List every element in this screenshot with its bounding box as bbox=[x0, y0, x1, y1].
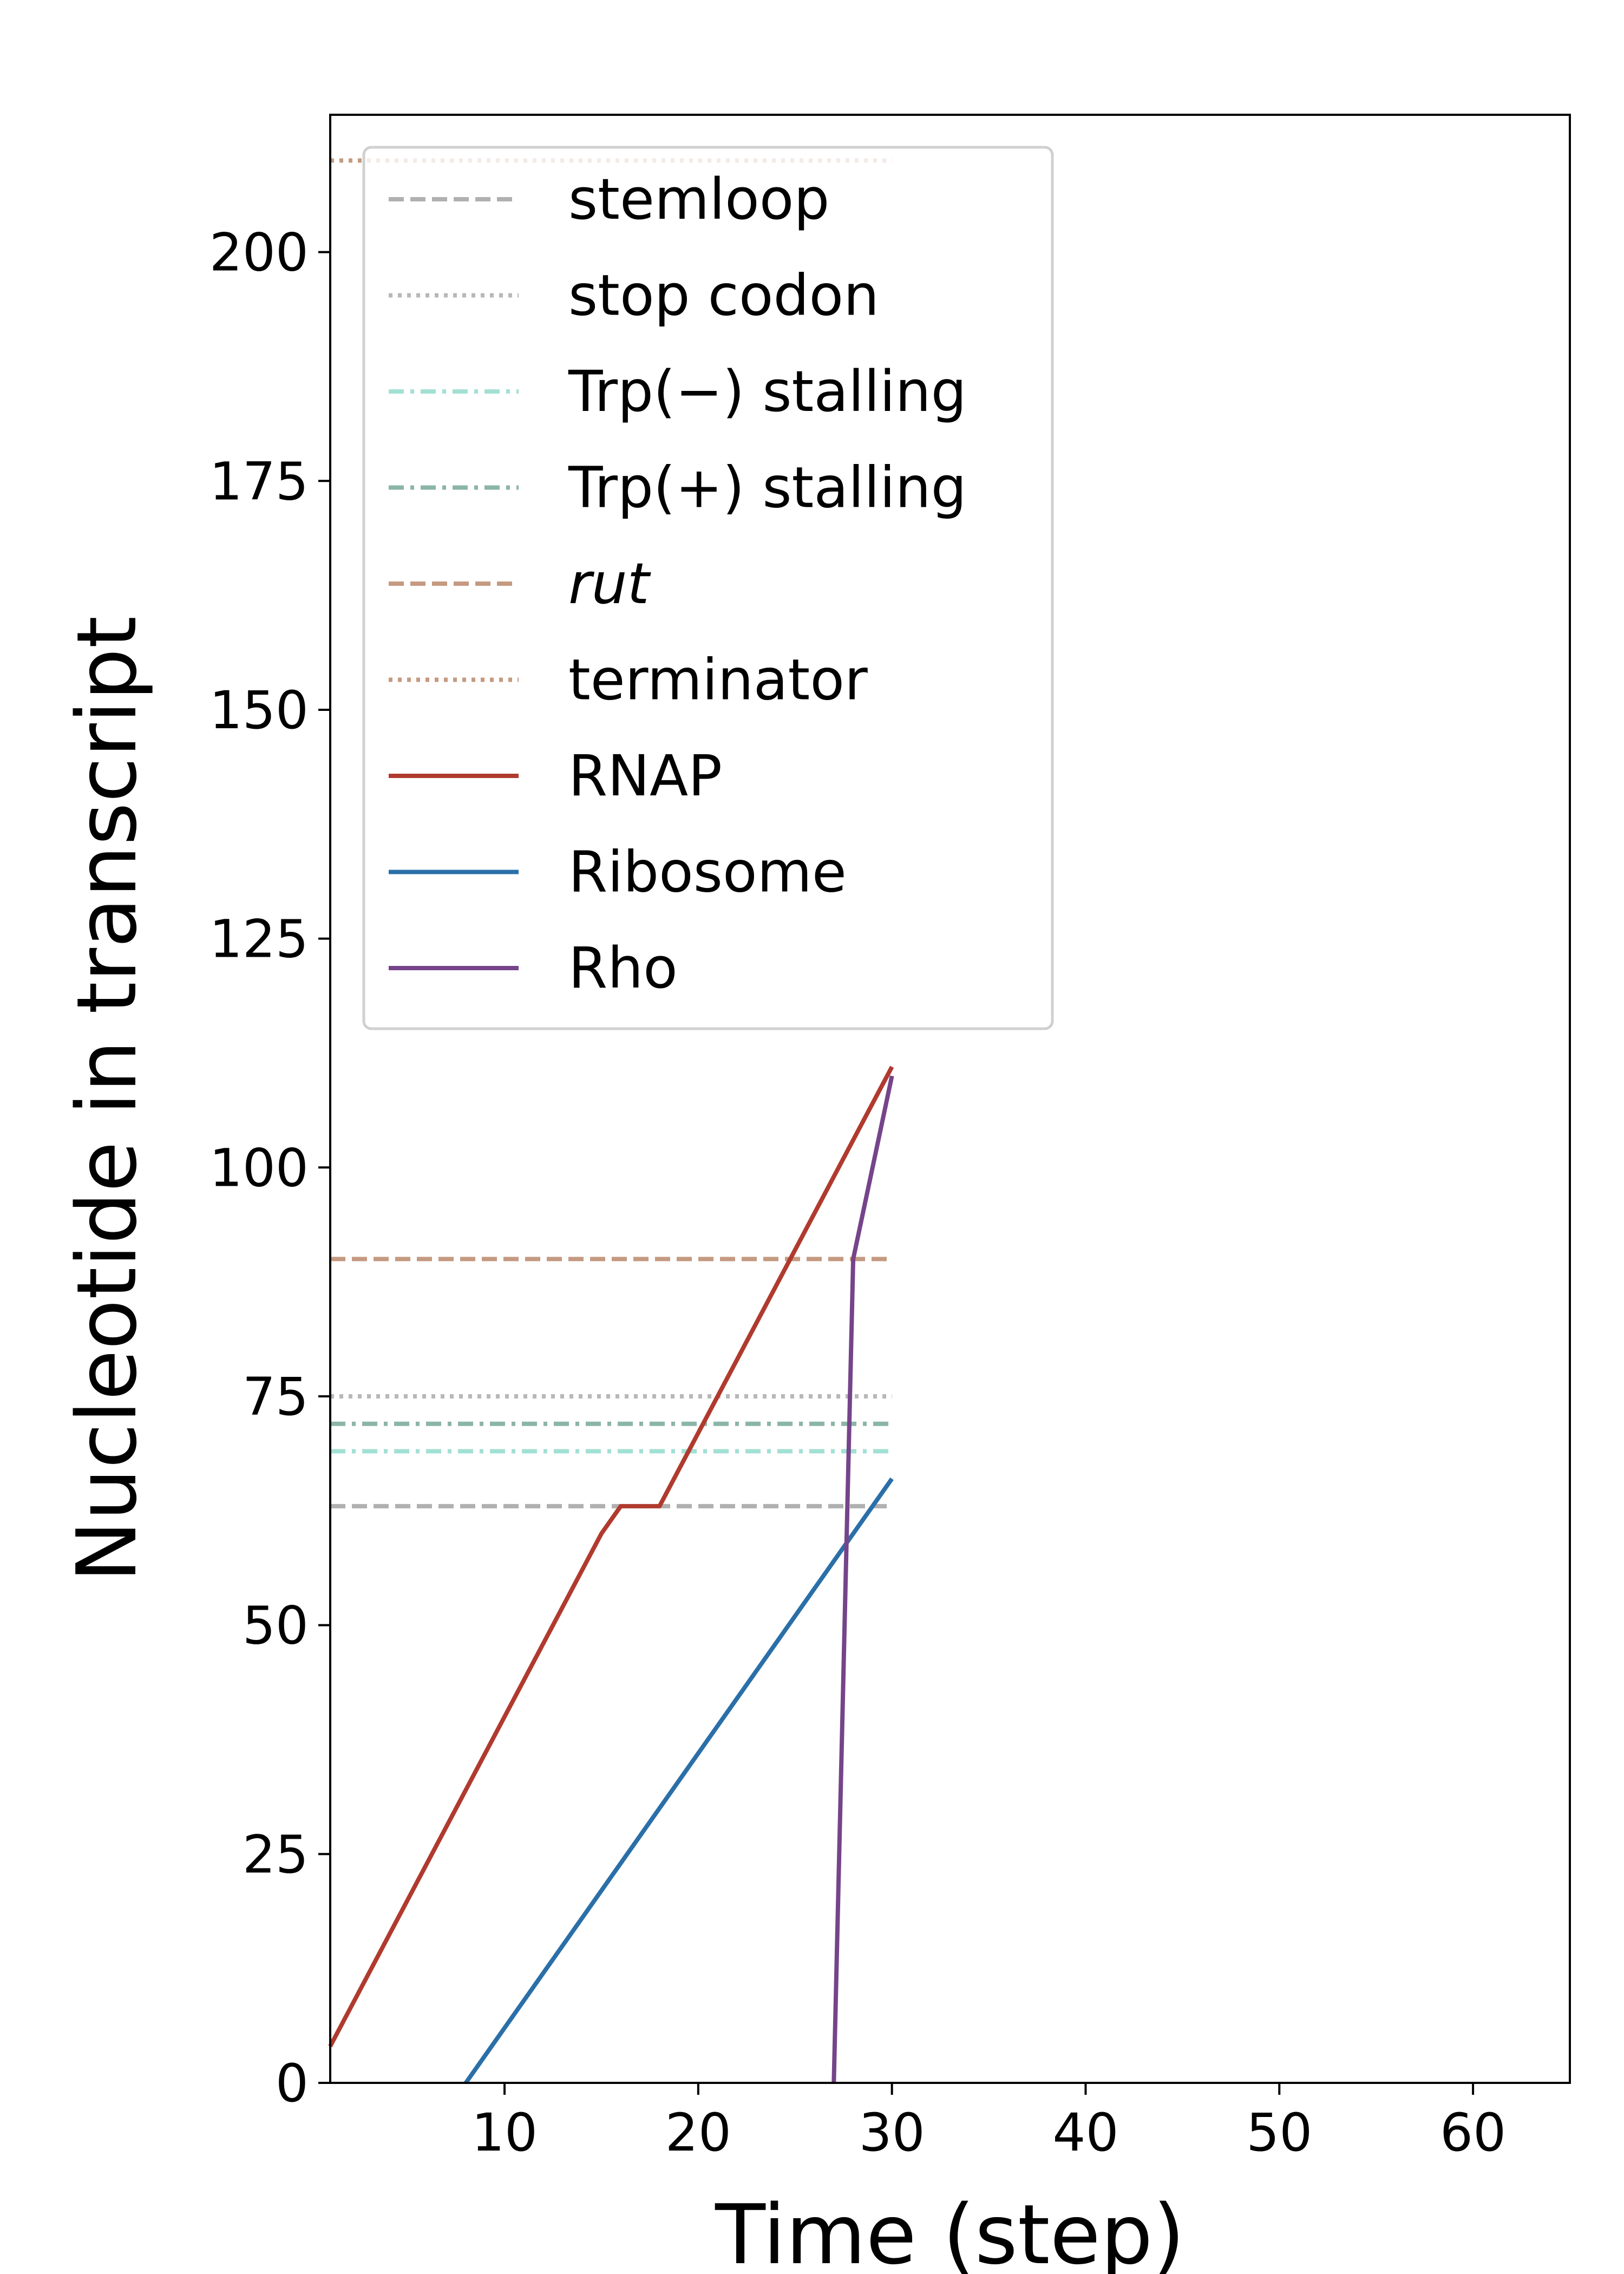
x-tick-label: 20 bbox=[665, 2102, 731, 2163]
x-tick-label: 30 bbox=[859, 2102, 925, 2163]
legend-label-trp-stalling: Trp(−) stalling bbox=[568, 358, 967, 424]
legend-label-ribosome: Ribosome bbox=[568, 839, 847, 905]
y-tick-label: 175 bbox=[209, 451, 309, 512]
legend-label-rnap: RNAP bbox=[568, 743, 722, 809]
series-line-rnap bbox=[328, 1066, 894, 2048]
series-lines bbox=[328, 1066, 894, 2084]
y-tick-label: 200 bbox=[209, 223, 309, 283]
series-line-ribosome bbox=[464, 1477, 894, 2084]
y-tick-label: 50 bbox=[243, 1596, 309, 1656]
y-tick-label: 150 bbox=[209, 680, 309, 741]
legend-box bbox=[362, 146, 1054, 1030]
y-tick-label: 0 bbox=[276, 2053, 309, 2114]
y-tick-label: 100 bbox=[209, 1138, 309, 1198]
legend-label-stop-codon: stop codon bbox=[568, 263, 879, 329]
legend-label-stemloop: stemloop bbox=[568, 166, 829, 232]
y-tick-label: 125 bbox=[209, 909, 309, 970]
y-axis-ticks: 0 25 50 75 100 125 150 175 200 bbox=[209, 223, 330, 2114]
x-axis-ticks: 10 20 30 40 50 60 bbox=[472, 2083, 1506, 2163]
x-tick-label: 40 bbox=[1052, 2102, 1118, 2163]
legend-label-rut: rut bbox=[568, 551, 651, 617]
plot-frame bbox=[329, 114, 1571, 2084]
x-tick-label: 50 bbox=[1246, 2102, 1312, 2163]
legend-label-rho: Rho bbox=[568, 935, 678, 1001]
x-tick-label: 60 bbox=[1440, 2102, 1506, 2163]
legend-label-trp-stalling: Trp(+) stalling bbox=[568, 455, 967, 521]
x-axis-label: Time (step) bbox=[715, 2187, 1185, 2274]
y-tick-label: 25 bbox=[243, 1824, 309, 1885]
legend-label-terminator: terminator bbox=[568, 647, 868, 713]
legend: stemloop stop codon Trp(−) stalling Trp(+) … bbox=[362, 146, 1054, 1030]
series-line-rho bbox=[831, 1075, 894, 2083]
y-tick-label: 75 bbox=[243, 1367, 309, 1427]
y-axis-label: Nucleotide in transcript bbox=[59, 616, 155, 1583]
x-tick-label: 10 bbox=[472, 2102, 538, 2163]
